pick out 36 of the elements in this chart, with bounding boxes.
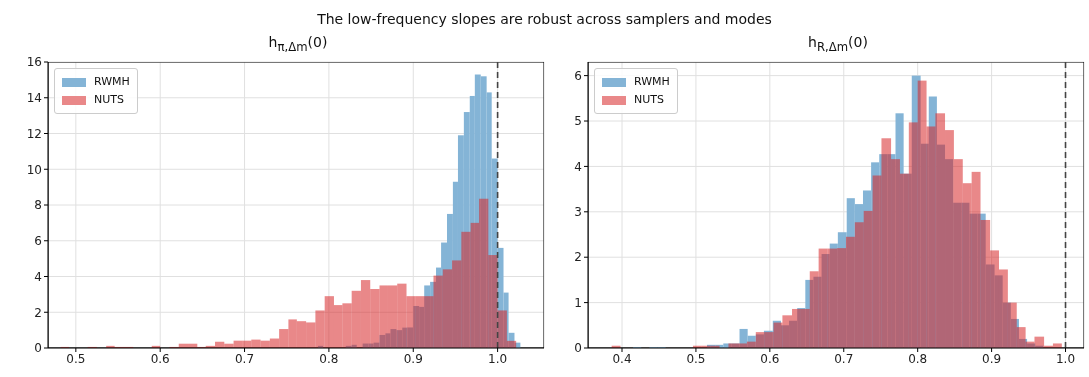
x-tick-label: 0.9 [403, 351, 423, 366]
y-tick-label: 2 [574, 250, 582, 265]
x-tick-label: 0.5 [686, 351, 706, 366]
legend-label: NUTS [94, 92, 124, 108]
x-tick-label: 1.0 [1055, 351, 1076, 366]
y-tick-label: 16 [26, 55, 42, 70]
x-tick-label: 0.5 [66, 351, 86, 366]
y-tick-label: 0 [574, 341, 582, 356]
x-tick-label: 0.6 [150, 351, 170, 366]
y-tick-label: 3 [574, 205, 582, 220]
x-tick-label: 0.7 [235, 351, 255, 366]
x-tick-label: 0.4 [612, 351, 632, 366]
x-tick-label: 0.7 [834, 351, 854, 366]
chart-title: h$_{π,Δm}$(0) [267, 34, 329, 56]
y-tick-label: 12 [26, 126, 42, 141]
text: The low-frequency slopes are robust across samplers and modes [316, 10, 773, 29]
x-tick-label: 1.0 [488, 351, 508, 366]
chart-title: h$_{R,Δm}$(0) [807, 34, 869, 56]
legend-label: RWMH [634, 74, 670, 90]
y-tick-label: 1 [574, 295, 582, 310]
legend-label: RWMH [94, 74, 130, 90]
legend-label: NUTS [634, 92, 664, 108]
y-tick-label: 6 [34, 234, 42, 249]
y-tick-label: 5 [574, 114, 582, 129]
x-tick-label: 0.9 [982, 351, 1002, 366]
y-tick-label: 4 [34, 269, 42, 284]
x-tick-label: 0.6 [760, 351, 780, 366]
y-tick-label: 4 [574, 159, 582, 174]
y-tick-label: 6 [574, 68, 582, 83]
x-tick-label: 0.8 [319, 351, 339, 366]
y-tick-label: 2 [34, 305, 42, 320]
x-tick-label: 0.8 [908, 351, 928, 366]
y-tick-label: 8 [34, 198, 42, 213]
y-tick-label: 0 [34, 341, 42, 356]
y-tick-label: 14 [26, 91, 42, 106]
y-tick-label: 10 [26, 162, 42, 177]
